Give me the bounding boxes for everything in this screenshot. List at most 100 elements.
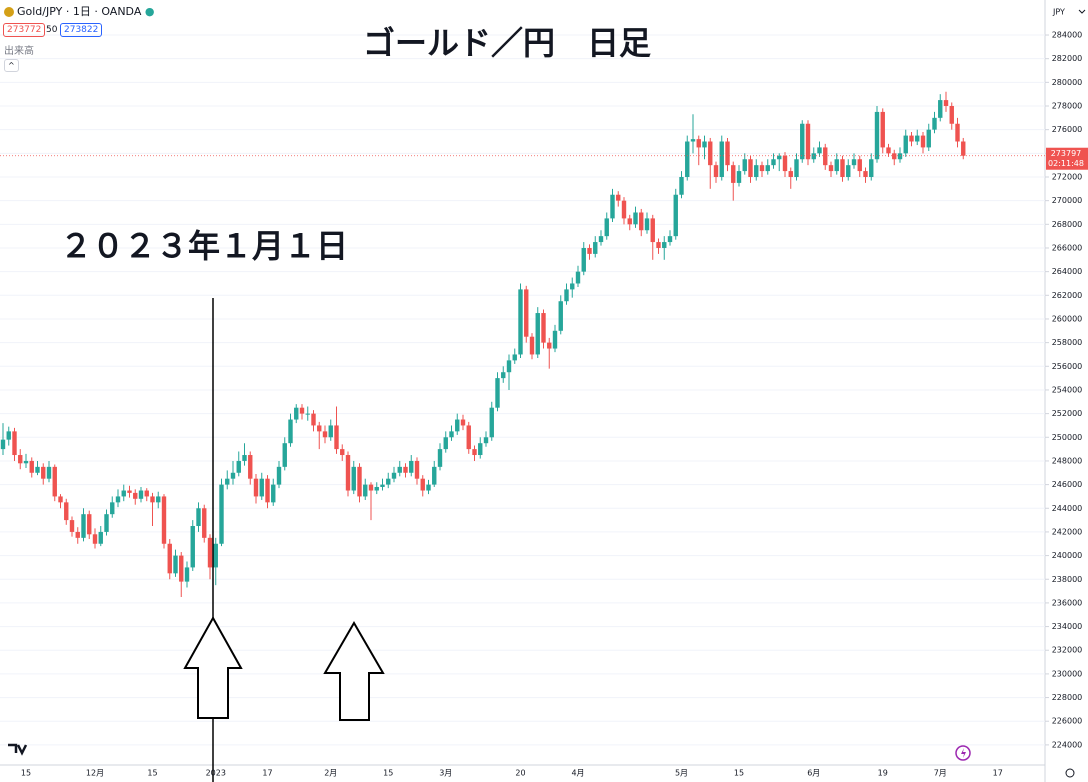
spread: 50 [46,25,58,35]
arrow-up [183,615,243,719]
candle-body [932,117,937,130]
candle-body [46,466,52,479]
candle-body [403,466,408,473]
grid [0,34,1045,746]
candle-body [926,129,931,148]
candle-body [133,492,138,499]
candle-body [639,212,644,231]
candle-body [207,537,213,568]
candle-body [322,431,328,438]
candle-body [305,413,310,415]
candle-body [518,289,523,355]
x-tick-label: 2月 [324,769,337,778]
candle-body [121,490,126,497]
currency-dropdown[interactable] [1078,9,1086,14]
candle-body [627,218,632,225]
candle-body [455,419,460,432]
candle-body [386,478,391,485]
lightning-button[interactable] [955,745,971,761]
x-tick-label: 20 [515,769,525,778]
y-tick-label: 258000 [1052,338,1083,347]
y-tick-label: 284000 [1052,31,1083,40]
collapse-button[interactable]: ^ [4,59,19,72]
candle-body [12,431,17,456]
y-tick-label: 266000 [1052,243,1083,252]
sell-price[interactable]: 273772 [3,23,46,37]
symbol-text: Gold/JPY · 1日 · OANDA [17,5,142,18]
candle-body [29,460,34,473]
candle-body [173,555,178,574]
buy-price[interactable]: 273822 [60,23,103,37]
candle-body [288,419,293,444]
y-tick-label: 260000 [1052,314,1083,323]
candle-body [167,543,172,574]
candle-body [633,212,638,225]
candle-body [328,425,333,438]
candle-body [702,141,707,148]
candle-body [253,478,259,497]
candle-body [851,159,857,166]
candle-body [897,153,903,160]
candle-body [213,543,218,568]
arrow-up [323,621,385,721]
y-tick-label: 262000 [1052,291,1083,300]
y-tick-label: 242000 [1052,527,1083,536]
candle-body [161,496,167,544]
candle-body [236,460,241,473]
candle-body [58,496,63,503]
currency[interactable]: JPY [1052,8,1065,17]
candle-body [156,496,161,503]
candle-body [294,407,299,420]
candle-body [81,514,86,538]
candle-body [52,466,57,497]
settings[interactable] [1065,768,1075,778]
candle-body [23,460,29,464]
candle-body [271,484,276,503]
candle-body [644,218,650,231]
candle-body [650,218,655,243]
y-tick-label: 238000 [1052,575,1083,584]
last-price-label: 273797 [1051,149,1082,158]
candle-body [41,466,46,479]
y-tick-label: 272000 [1052,172,1083,181]
candle-body [0,439,6,450]
candle-body [828,165,834,172]
candle-body [190,526,195,568]
candle-body [593,242,598,254]
candle-body [765,165,770,172]
y-tick-label: 278000 [1052,102,1083,111]
candle-body [662,242,667,248]
candle-body [811,153,816,160]
candle-body [299,407,305,414]
y-tick-label: 256000 [1052,362,1083,371]
logo[interactable] [8,743,28,756]
y-tick-label: 268000 [1052,220,1083,229]
candle-body [495,378,500,408]
candle-body [742,159,747,172]
candle-body [552,330,558,349]
x-tick-label: 15 [734,769,744,778]
candle-body [397,466,402,473]
candle-body [961,141,966,156]
candle-body [955,123,960,142]
candle-body [794,159,799,177]
candle-body [621,200,627,219]
candle-body [357,466,362,497]
candle-body [282,443,287,467]
candle-body [219,484,224,544]
candle-body [690,139,696,142]
x-tick-label: 3月 [439,769,452,778]
y-tick-label: 254000 [1052,385,1083,394]
candle-body [259,478,264,497]
candle-body [225,478,230,485]
y-tick-label: 276000 [1052,125,1083,134]
countdown: 02:11:48 [1048,159,1084,168]
candle-body [759,165,765,172]
candle-body [846,165,851,177]
candle-body [558,301,563,331]
symbol[interactable]: Gold/JPY · 1日 · OANDA ● [4,3,154,19]
candle-body [892,153,897,160]
candle-body [426,484,431,491]
candle-body [529,336,535,355]
